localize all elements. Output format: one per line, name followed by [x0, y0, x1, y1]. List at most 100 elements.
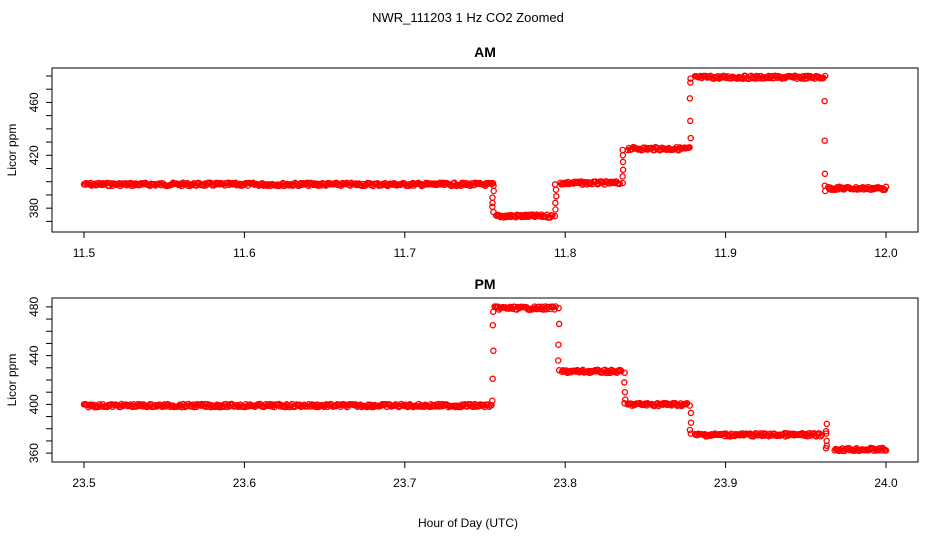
data-point	[551, 181, 559, 188]
data-point	[821, 187, 829, 195]
data-point	[551, 306, 558, 313]
data-points	[80, 303, 890, 455]
data-point	[619, 152, 627, 159]
data-point	[551, 212, 559, 220]
data-point	[489, 375, 496, 383]
panel-title: AM	[474, 44, 496, 60]
data-point	[619, 179, 626, 187]
data-point	[618, 367, 625, 375]
data-point	[821, 72, 829, 80]
data-point	[687, 419, 695, 426]
data-points	[80, 72, 890, 221]
x-tick-label: 24.0	[874, 476, 898, 490]
data-point	[489, 397, 496, 404]
data-point	[621, 369, 628, 376]
data-point	[555, 341, 562, 348]
figure-title: NWR_111203 1 Hz CO2 Zoomed	[372, 10, 564, 25]
data-point	[619, 166, 627, 174]
data-point	[686, 95, 694, 102]
panel-title: PM	[475, 276, 496, 292]
data-point	[881, 186, 889, 193]
data-point	[553, 193, 560, 200]
data-point	[821, 170, 829, 178]
data-point	[822, 427, 830, 435]
x-tick-label: 11.5	[73, 246, 96, 260]
data-point	[273, 182, 280, 189]
data-point	[828, 186, 835, 193]
data-point	[882, 447, 890, 454]
data-point	[490, 347, 497, 355]
data-point	[821, 137, 828, 144]
data-point	[687, 409, 695, 417]
data-point	[687, 75, 694, 82]
x-tick-label: 23.9	[714, 476, 738, 490]
data-point	[555, 320, 563, 328]
x-tick-label: 23.5	[72, 476, 96, 490]
data-point	[616, 180, 623, 187]
x-tick-label: 23.8	[554, 476, 578, 490]
data-point	[489, 179, 497, 187]
data-point	[554, 357, 562, 364]
data-point	[552, 206, 559, 213]
x-axis: 11.5 11.6 11.7 11.8 11.9 12.0	[73, 232, 898, 260]
x-tick-label: 11.7	[394, 246, 417, 260]
pm-panel: PM Licor ppm 23.5 23.6 23.7 23.8 23.9 24.0 36…	[5, 276, 919, 490]
data-point	[622, 396, 629, 403]
data-point	[619, 146, 626, 154]
data-point	[416, 403, 424, 410]
x-tick-label: 23.7	[393, 476, 417, 490]
data-point	[822, 430, 830, 437]
y-axis-label: Licor ppm	[5, 354, 19, 407]
y-axis: 380 420 460	[27, 75, 52, 222]
data-point	[775, 431, 783, 439]
data-point	[686, 426, 694, 434]
am-panel: AM Licor ppm 11.5 11.6 11.7 11.8 11.9 12.0 38…	[5, 44, 919, 260]
y-axis: 360 400 440 480	[27, 297, 52, 463]
data-point	[489, 308, 497, 316]
y-tick-label: 480	[27, 297, 41, 317]
x-tick-label: 23.6	[233, 476, 257, 490]
y-tick-label: 380	[27, 198, 41, 218]
data-point	[687, 79, 694, 86]
y-tick-label: 360	[27, 443, 41, 463]
data-point	[552, 199, 559, 207]
data-point	[619, 173, 626, 180]
data-point	[773, 73, 780, 80]
y-tick-label: 460	[27, 92, 41, 112]
x-axis-label: Hour of Day (UTC)	[418, 516, 518, 530]
data-point	[821, 97, 828, 105]
data-point	[882, 183, 890, 191]
data-point	[687, 117, 694, 125]
data-point	[430, 181, 437, 188]
plot-frame	[51, 67, 919, 233]
data-point	[621, 379, 628, 386]
x-tick-label: 12.0	[874, 246, 898, 260]
data-point	[686, 144, 693, 151]
x-tick-label: 11.9	[714, 246, 737, 260]
y-tick-label: 400	[27, 394, 41, 414]
y-tick-label: 440	[27, 345, 41, 365]
data-point	[873, 184, 881, 192]
data-point	[621, 388, 629, 396]
data-point	[490, 208, 497, 216]
data-point	[686, 402, 693, 409]
data-point	[822, 445, 830, 452]
y-tick-label: 420	[27, 145, 41, 165]
x-tick-label: 11.8	[554, 246, 577, 260]
data-point	[552, 186, 560, 193]
data-point	[619, 158, 627, 166]
data-point	[823, 420, 831, 428]
data-point	[490, 187, 497, 195]
data-point	[555, 367, 563, 374]
data-point	[621, 399, 628, 407]
data-point	[489, 199, 496, 207]
x-tick-label: 11.6	[233, 246, 256, 260]
data-point	[687, 134, 694, 142]
x-axis: 23.5 23.6 23.7 23.8 23.9 24.0	[72, 462, 898, 490]
data-point	[682, 400, 690, 408]
data-point	[687, 430, 695, 437]
data-point	[489, 194, 496, 201]
data-point	[489, 321, 497, 329]
